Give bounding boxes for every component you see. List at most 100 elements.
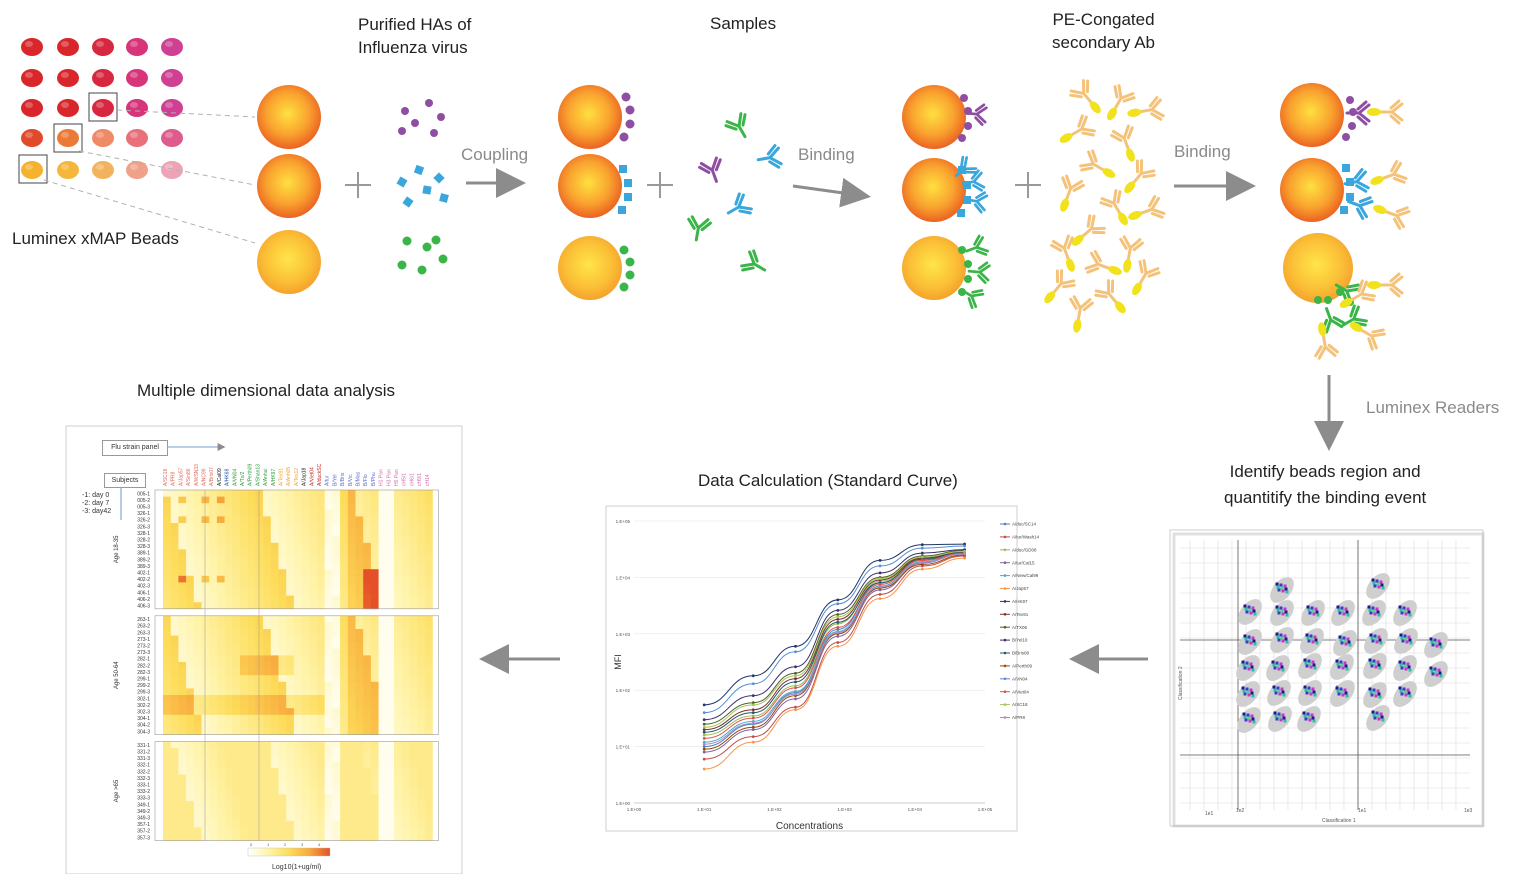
heatmap-cell: [363, 681, 372, 689]
heatmap-cell: [394, 589, 402, 596]
heatmap-cell: [193, 629, 202, 636]
heatmap-cell: [363, 675, 372, 683]
heatmap-cell: [163, 748, 171, 756]
heatmap-cell: [340, 575, 349, 583]
heatmap-cell: [232, 615, 241, 623]
heatmap-cell: [232, 794, 241, 802]
heatmap-cell: [255, 536, 264, 544]
secondary-label: PE-Congated secondary Ab: [1052, 10, 1156, 52]
heatmap-cell: [201, 536, 210, 544]
data-point: [878, 583, 882, 586]
heatmap-cell: [370, 714, 379, 722]
pe-antibody-icon: [1079, 149, 1116, 178]
heatmap-cell: [193, 556, 202, 563]
heatmap-cell: [370, 662, 379, 669]
heatmap-cell: [278, 662, 287, 669]
heatmap-cell: [363, 801, 372, 808]
heatmap-cell: [240, 801, 248, 808]
heatmap-cell: [394, 768, 402, 775]
heatmap-cell: [370, 688, 379, 696]
heatmap-cell: [178, 542, 187, 550]
bead: [92, 99, 114, 117]
heatmap-cell: [363, 794, 372, 802]
heatmap-cell: [409, 794, 418, 802]
heatmap-cell: [224, 761, 233, 769]
plus-icon: [345, 172, 1041, 198]
heatmap-cell: [401, 794, 410, 802]
heatmap-cell: [247, 820, 256, 828]
heatmap-cell: [255, 728, 264, 735]
heatmap-cell: [378, 629, 387, 636]
heatmap-cell: [293, 688, 302, 696]
heatmap-cell: [409, 787, 418, 795]
heatmap-cell: [386, 807, 395, 815]
heatmap-cell: [178, 582, 187, 590]
data-point: [794, 690, 797, 693]
heatmap-cell: [240, 642, 248, 650]
bead-region-plot: 1e1 1e2 1e1 1e3 Classification 1 Classif…: [1169, 529, 1485, 828]
heatmap-cell: [201, 615, 210, 623]
subject-row-label: 331-1: [137, 743, 150, 749]
heatmap-cell: [186, 794, 195, 802]
heatmap-cell: [278, 542, 287, 550]
subject-row-label: 357-1: [137, 822, 150, 828]
heatmap-cell: [178, 556, 187, 563]
x-tick-label: 1.E+03: [837, 807, 852, 812]
heatmap-cell: [370, 536, 379, 544]
heatmap-cell: [270, 748, 279, 756]
heatmap-cell: [247, 787, 256, 795]
heatmap-cell: [363, 721, 372, 729]
heatmap-cell: [270, 814, 279, 822]
heatmap-cell: [186, 496, 195, 504]
heatmap-cell: [247, 721, 256, 729]
pe-antibody-icon: [1314, 322, 1339, 360]
heatmap-cell: [263, 761, 272, 769]
heatmap-cell: [224, 774, 233, 782]
heatmap-cell: [286, 655, 295, 663]
heatmap-cell: [170, 602, 179, 610]
bead: [161, 69, 183, 87]
subject-row-label: 302-2: [137, 703, 150, 709]
heatmap-cell: [170, 714, 179, 722]
pe-antibody-icon: [1094, 279, 1126, 314]
heatmap-cell: [270, 648, 279, 656]
subject-row-label: 333-3: [137, 796, 150, 802]
heatmap-cell: [417, 662, 426, 669]
subject-row-label: 282-1: [137, 657, 150, 663]
heatmap-cell: [378, 681, 387, 689]
subject-row-label: 005-1: [137, 491, 150, 497]
heatmap-cell: [324, 562, 333, 570]
data-point: [878, 559, 882, 562]
strain-column-header: B/Yel: [332, 475, 338, 487]
heatmap-cell: [401, 741, 410, 749]
heatmap-cell: [186, 629, 195, 636]
heatmap-cell: [278, 814, 287, 822]
heatmap-cell: [232, 728, 241, 735]
heatmap-cell: [224, 655, 233, 663]
heatmap-cell: [324, 820, 333, 828]
heatmap-cell: [178, 662, 187, 669]
heatmap-cell: [386, 635, 395, 643]
heatmap-cell: [186, 688, 195, 696]
heatmap-cell: [309, 622, 318, 630]
heatmap-cell: [324, 536, 333, 544]
heatmap-cell: [370, 787, 379, 795]
heatmap-cell: [332, 774, 341, 782]
heatmap-cell: [178, 642, 187, 650]
heatmap-cell: [394, 827, 402, 835]
heatmap-cell: [370, 754, 379, 762]
heatmap-cell: [409, 728, 418, 735]
heatmap-cell: [178, 714, 187, 722]
heatmap-cell: [224, 549, 233, 557]
heatmap-cell: [193, 549, 202, 557]
heatmap-cell: [340, 602, 349, 610]
heatmap-cell: [209, 728, 218, 735]
heatmap-cell: [232, 622, 241, 630]
heatmap-cell: [417, 787, 426, 795]
bead: [57, 129, 79, 147]
heatmap-cell: [401, 820, 410, 828]
heatmap-cell: [163, 655, 171, 663]
heatmap-cell: [424, 582, 433, 590]
subject-row-label: 326-1: [137, 511, 150, 517]
heatmap-cell: [386, 615, 395, 623]
